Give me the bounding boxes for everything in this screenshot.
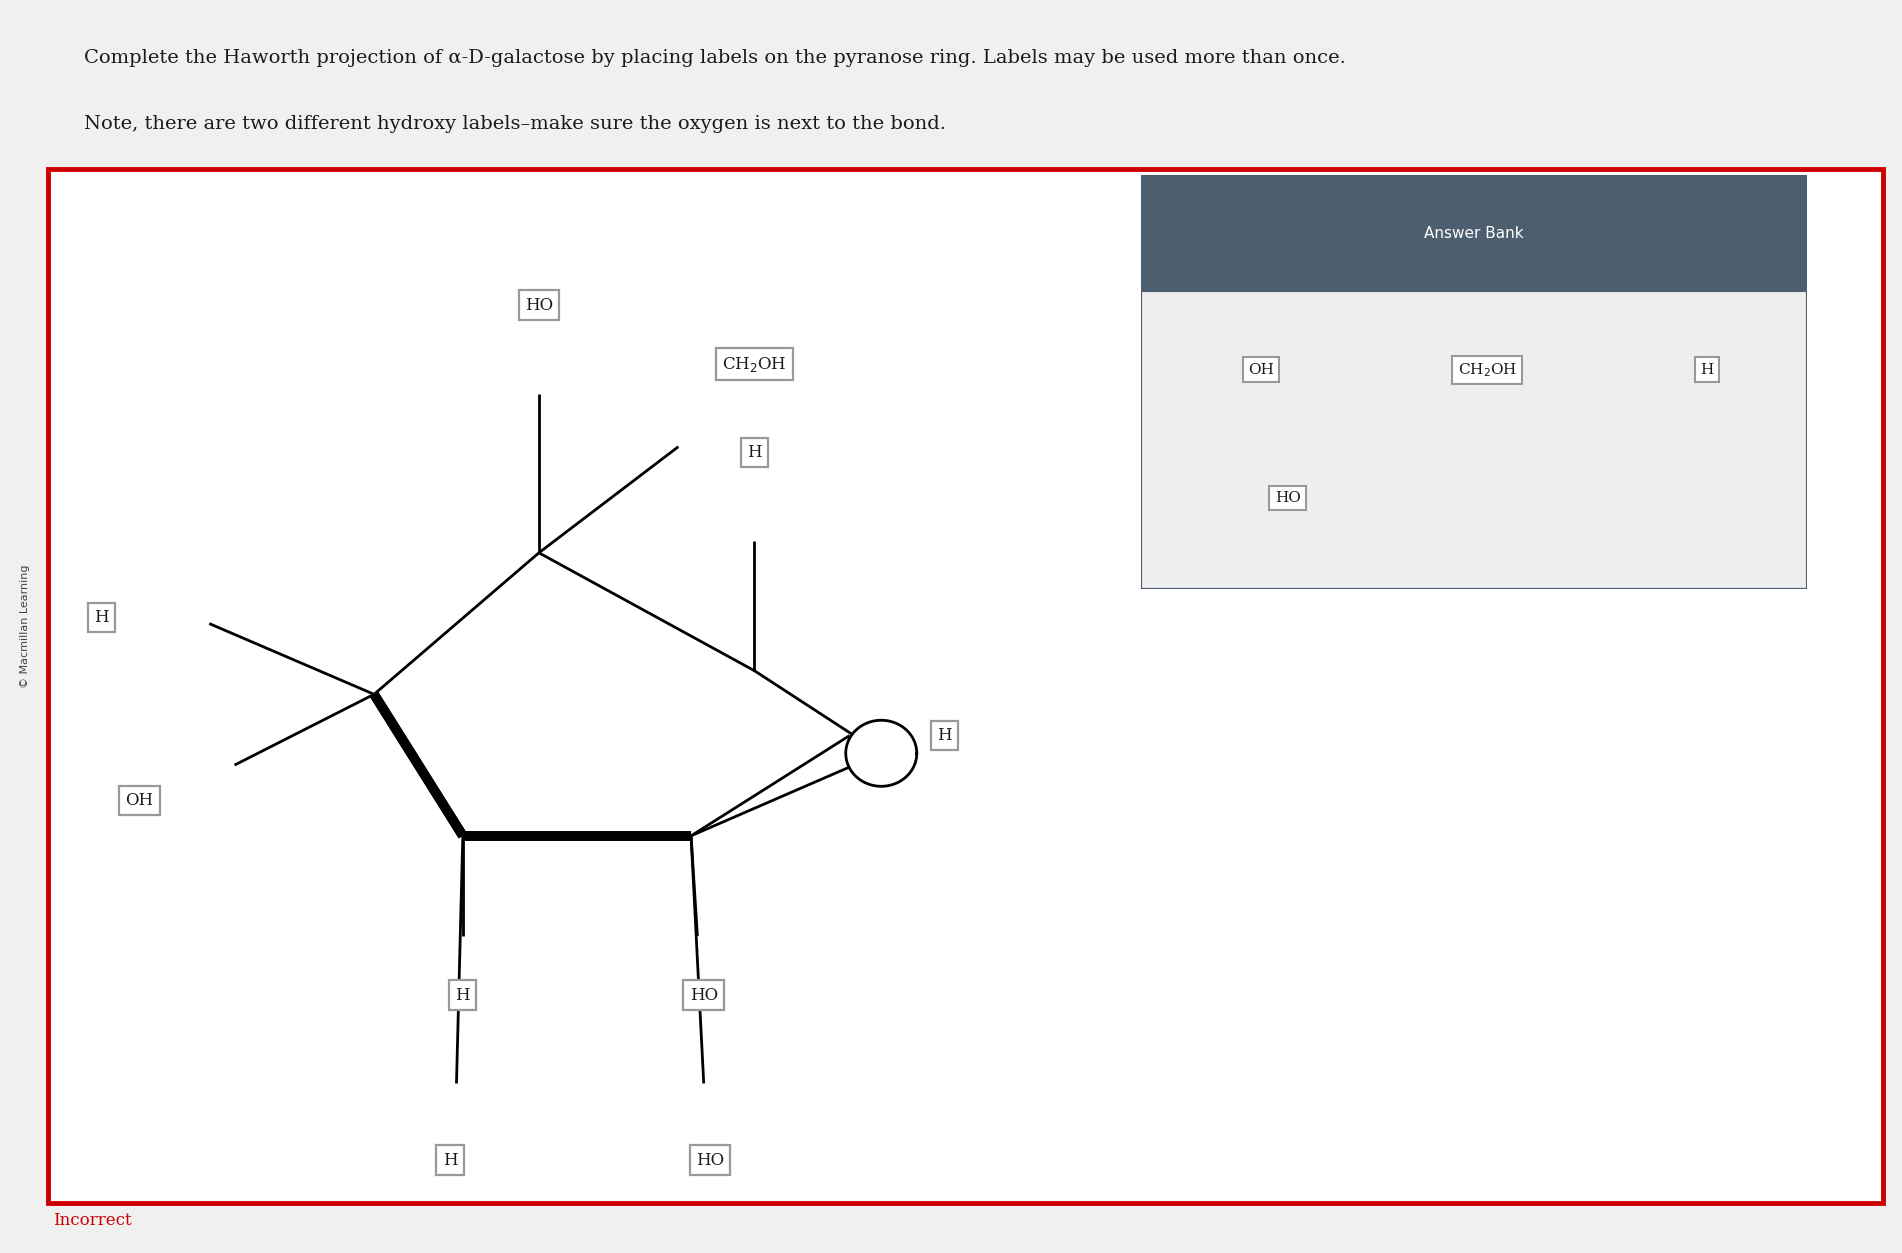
Text: HO: HO	[525, 297, 553, 313]
Text: © Macmillan Learning: © Macmillan Learning	[19, 565, 30, 688]
FancyBboxPatch shape	[1141, 291, 1807, 589]
Text: OH: OH	[126, 792, 154, 809]
Text: H: H	[747, 444, 763, 461]
Text: H: H	[1700, 363, 1714, 377]
Text: H: H	[455, 986, 470, 1004]
Text: H: H	[443, 1152, 458, 1169]
FancyBboxPatch shape	[1141, 175, 1807, 291]
Text: CH$_2$OH: CH$_2$OH	[1457, 361, 1518, 378]
Text: H: H	[938, 727, 953, 744]
Text: CH$_2$OH: CH$_2$OH	[723, 355, 787, 373]
Text: HO: HO	[1274, 491, 1301, 505]
Text: Answer Bank: Answer Bank	[1425, 226, 1524, 241]
Text: HO: HO	[690, 986, 717, 1004]
Text: Incorrect: Incorrect	[53, 1213, 131, 1229]
Text: HO: HO	[696, 1152, 725, 1169]
Text: H: H	[93, 609, 108, 626]
Text: Note, there are two different hydroxy labels–make sure the oxygen is next to the: Note, there are two different hydroxy la…	[84, 114, 947, 133]
Polygon shape	[846, 720, 917, 787]
Text: OH: OH	[1248, 363, 1274, 377]
Text: Complete the Haworth projection of α-D-galactose by placing labels on the pyrano: Complete the Haworth projection of α-D-g…	[84, 49, 1347, 66]
